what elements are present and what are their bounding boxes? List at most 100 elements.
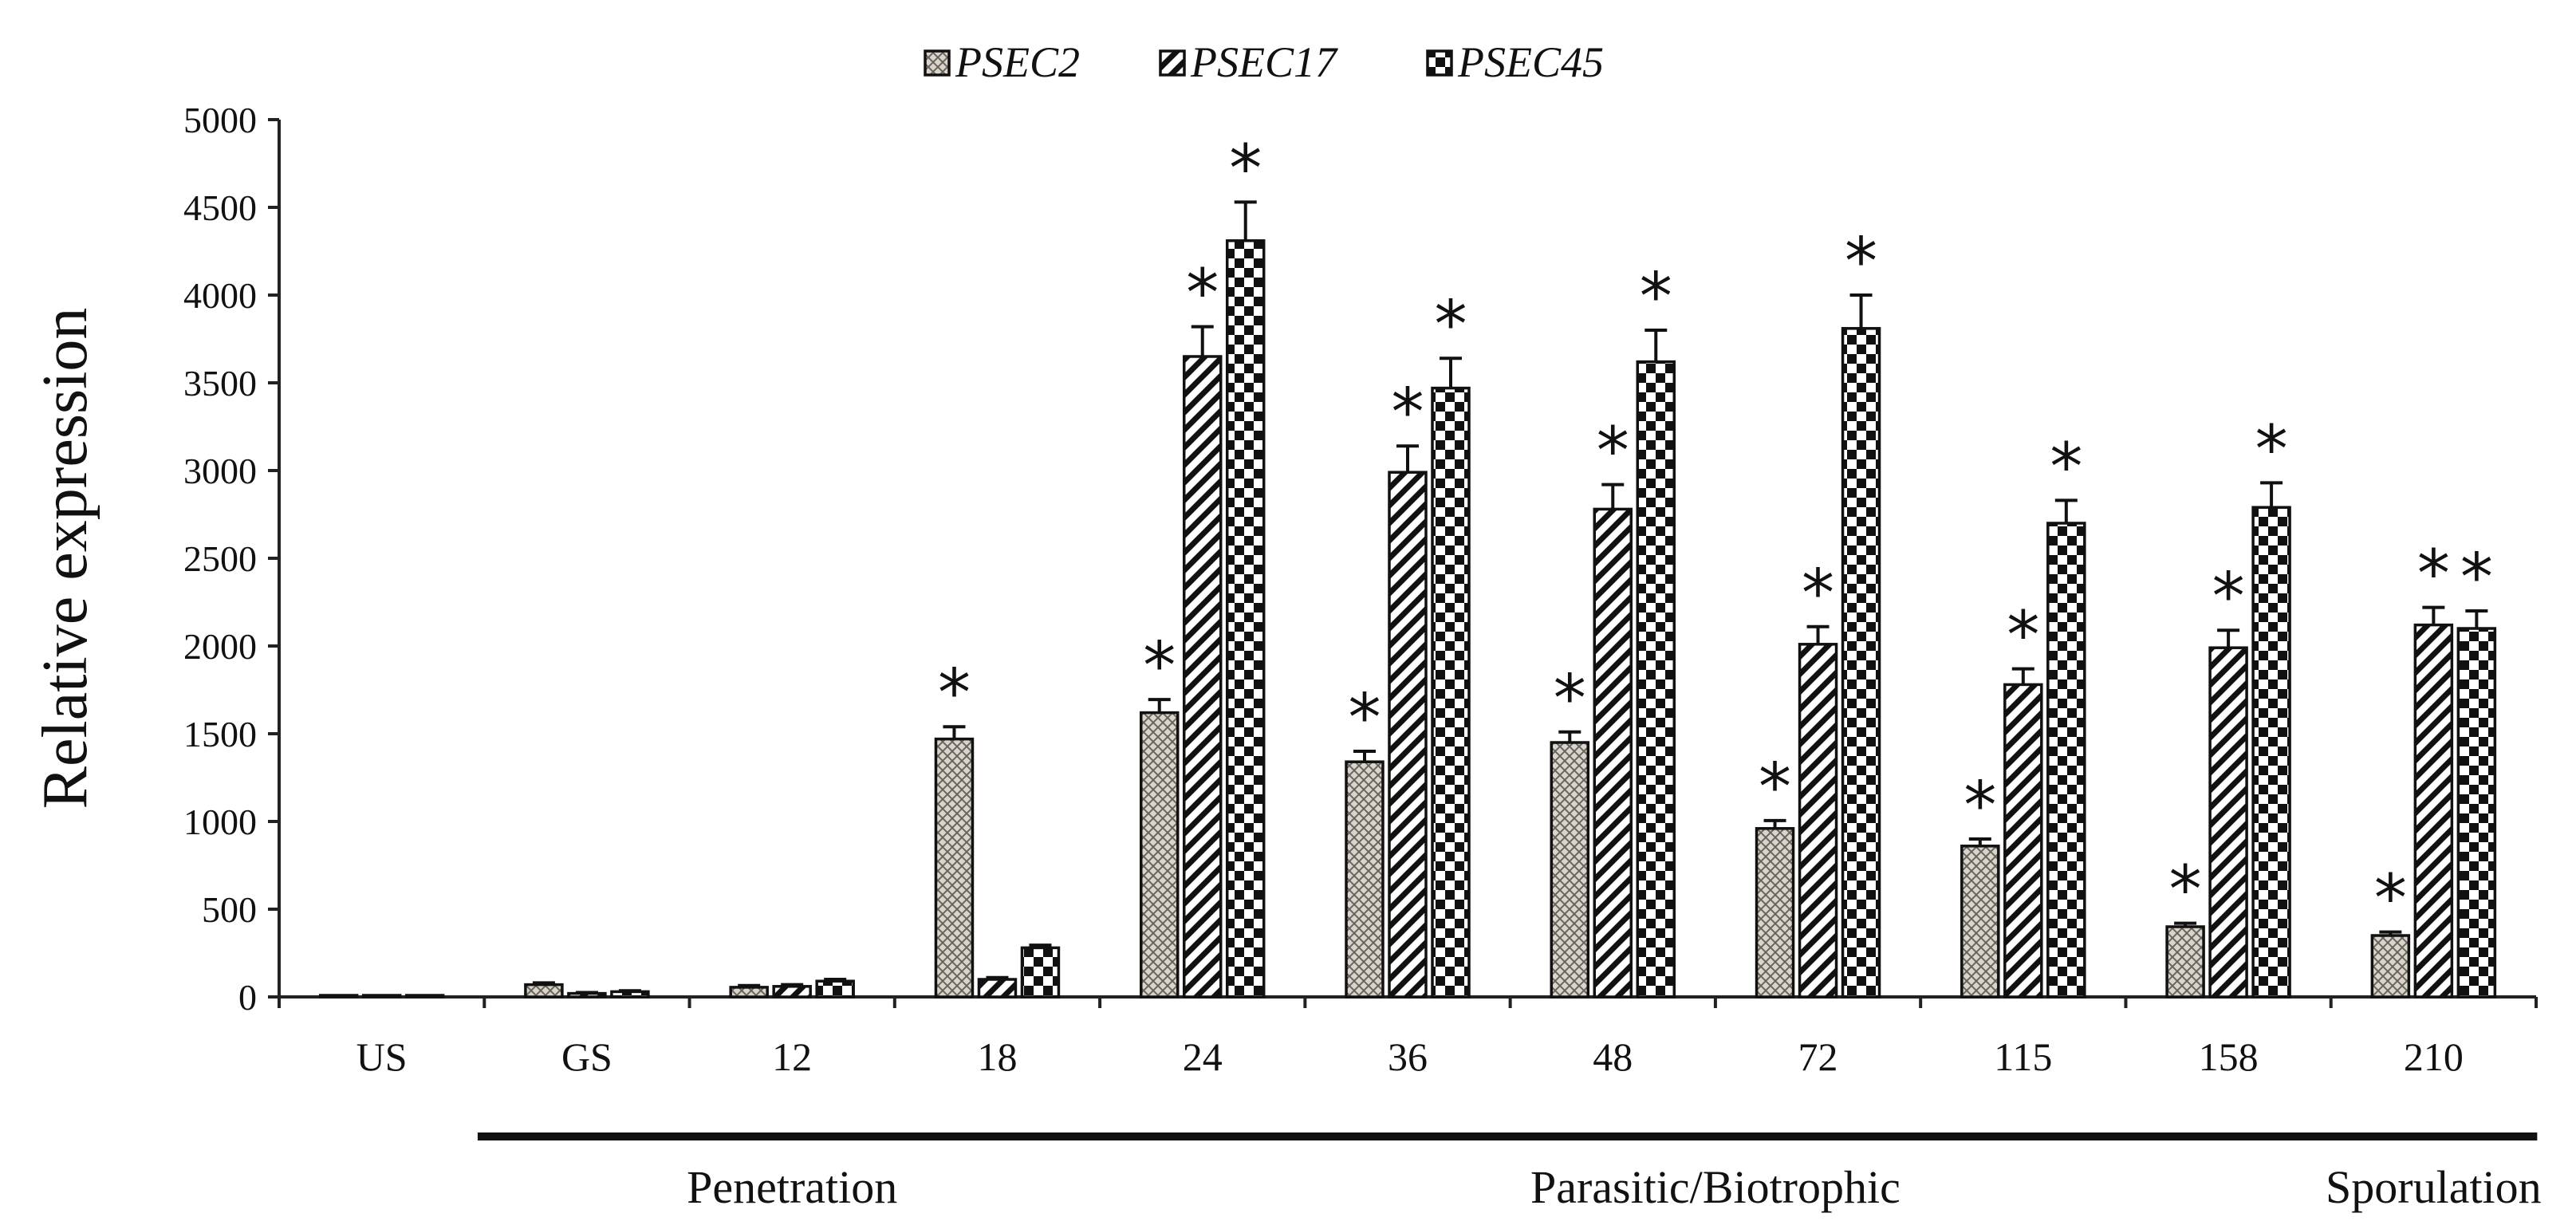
legend-swatch-psec17 — [1159, 49, 1186, 77]
bar-psec2-158 — [2165, 925, 2205, 999]
error-bar — [986, 975, 1009, 979]
error-bar — [738, 983, 761, 987]
y-axis-ticks: 0 500 1000 1500 2000 2500 3000 3500 4000 4500 5000 — [183, 100, 279, 1018]
legend-swatch-psec45 — [1426, 49, 1453, 77]
bar-psec2-gs — [524, 983, 564, 999]
legend-label-psec17: PSEC17 — [1190, 38, 1338, 86]
bar-psec45-gs — [610, 990, 650, 999]
significance-star: * — [2374, 861, 2407, 937]
bar-psec2-24 — [1139, 711, 1180, 999]
error-bar — [1440, 356, 1462, 388]
x-category-label: 210 — [2404, 1034, 2464, 1079]
error-bar — [824, 978, 847, 982]
error-bar — [2054, 498, 2078, 523]
y-tick-label: 500 — [202, 889, 257, 930]
y-tick-label: 1000 — [183, 802, 257, 842]
bar-psec2-us — [318, 994, 359, 999]
significance-star: * — [1845, 224, 1877, 300]
significance-star: * — [1759, 750, 1791, 825]
bar-psec45-115 — [2046, 522, 2086, 999]
bar-psec2-210 — [2370, 934, 2411, 999]
bar-psec2-36 — [1345, 760, 1385, 999]
bar-psec45-48 — [1636, 360, 1676, 999]
error-bar — [1806, 624, 1830, 644]
bar-psec17-us — [361, 994, 402, 999]
error-bar — [1148, 698, 1171, 713]
y-tick-label: 1500 — [183, 714, 257, 754]
y-tick-label: 4500 — [183, 187, 257, 228]
x-category-label: US — [356, 1034, 408, 1079]
significance-star: * — [1802, 556, 1834, 632]
bar-psec17-72 — [1798, 643, 1838, 999]
error-bar — [1234, 200, 1257, 241]
stage-annotations: Penetration Parasitic/Biotrophic Sporulati… — [477, 1132, 2542, 1213]
y-tick-label: 2500 — [183, 538, 257, 579]
bar-psec45-24 — [1225, 239, 1266, 999]
bar-psec17-48 — [1593, 507, 1633, 999]
bar-psec2-48 — [1550, 741, 1590, 999]
bars: * ** ** ** ******* *** * ** ** — [318, 131, 2497, 999]
error-bar — [781, 983, 804, 987]
error-bar — [1029, 943, 1052, 948]
x-category-label: 36 — [1388, 1034, 1428, 1079]
significance-star: * — [1229, 131, 1262, 207]
error-bar — [575, 991, 598, 995]
bar-psec2-12 — [729, 986, 769, 999]
bar-psec17-12 — [772, 985, 812, 999]
x-category-label: 72 — [1798, 1034, 1838, 1079]
bar-psec45-158 — [2251, 506, 2291, 999]
significance-star: * — [1143, 628, 1176, 704]
legend-label-psec45: PSEC45 — [1457, 38, 1604, 86]
bar-psec2-18 — [934, 737, 975, 999]
significance-star: * — [2169, 853, 2202, 928]
error-bar — [2422, 605, 2445, 625]
y-tick-label: 0 — [238, 977, 257, 1018]
significance-star: * — [1186, 256, 1219, 332]
significance-star: * — [1964, 768, 1996, 844]
x-category-label: 158 — [2199, 1034, 2259, 1079]
stage-label: Parasitic/Biotrophic — [1530, 1161, 1900, 1213]
error-bar — [2465, 609, 2488, 628]
bar-psec17-158 — [2208, 646, 2248, 999]
error-bar — [1763, 818, 1786, 829]
bar-psec45-us — [404, 994, 445, 999]
error-bar — [2174, 921, 2197, 927]
bar-psec45-36 — [1431, 386, 1471, 999]
significance-star: * — [2007, 598, 2039, 674]
y-tick-label: 2000 — [183, 626, 257, 667]
y-tick-label: 3500 — [183, 363, 257, 404]
error-bar — [1558, 730, 1581, 743]
legend-label-psec2: PSEC2 — [955, 38, 1080, 86]
x-category-label: 12 — [772, 1034, 812, 1079]
significance-star: * — [1597, 414, 1629, 490]
significance-star: * — [938, 656, 971, 731]
bar-psec17-36 — [1388, 471, 1428, 999]
error-bar — [1849, 293, 1873, 329]
bar-psec45-18 — [1020, 946, 1061, 999]
bar-psec45-12 — [815, 979, 855, 999]
legend-swatch-psec2 — [924, 49, 951, 77]
error-bar — [1968, 837, 1991, 846]
significance-star: * — [1392, 375, 1424, 451]
error-bar — [2260, 481, 2283, 508]
error-bar — [1353, 750, 1376, 762]
x-category-label: GS — [561, 1034, 612, 1079]
error-bar — [1644, 329, 1668, 362]
error-bar — [1191, 325, 1214, 356]
significance-star: * — [2460, 540, 2493, 616]
significance-star: * — [2255, 412, 2288, 487]
y-tick-label: 3000 — [183, 451, 257, 491]
x-category-label: 24 — [1183, 1034, 1223, 1079]
y-tick-label: 4000 — [183, 275, 257, 316]
error-bar — [1396, 444, 1419, 473]
bar-psec17-18 — [977, 978, 1018, 999]
significance-star: * — [1349, 680, 1381, 756]
significance-star: * — [2050, 429, 2082, 505]
error-bar — [2217, 628, 2240, 648]
x-category-label: 48 — [1593, 1034, 1633, 1079]
error-bar — [2379, 930, 2402, 936]
bar-psec17-24 — [1182, 355, 1223, 999]
x-axis-categories: US GS 12 18 24 36 48 72 115 158 210 — [278, 997, 2538, 1079]
x-category-label: 115 — [1994, 1034, 2052, 1079]
